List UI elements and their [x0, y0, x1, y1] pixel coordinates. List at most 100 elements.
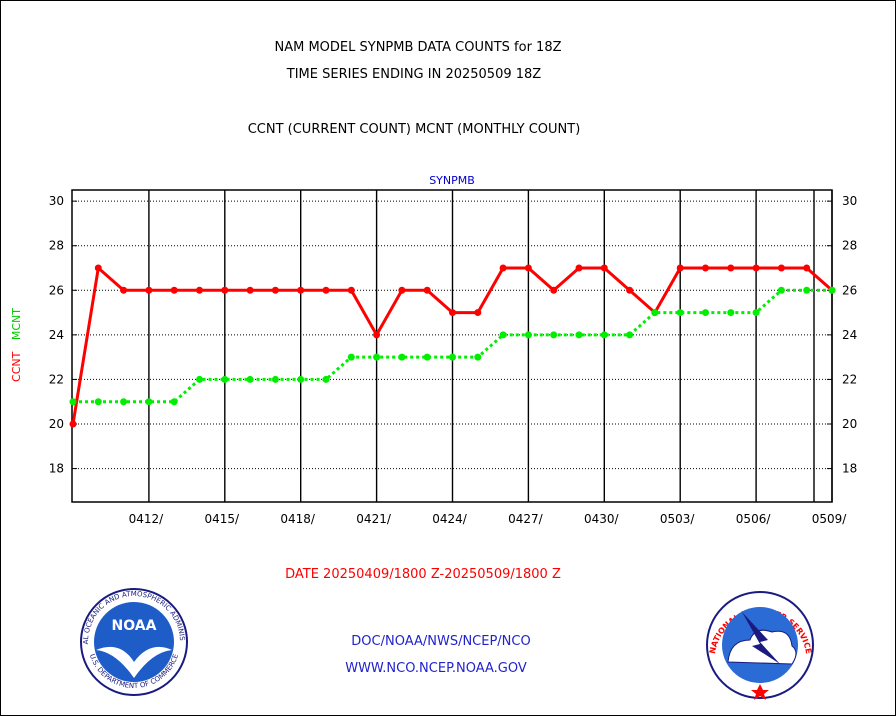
ytick-label-right-20: 20 [842, 417, 857, 431]
point-ccnt-0508 [803, 264, 811, 272]
series-mcnt [69, 286, 836, 406]
point-ccnt-0421 [373, 331, 381, 339]
ytick-label-right-28: 28 [842, 239, 857, 253]
point-mcnt-0418 [297, 375, 305, 383]
xtick-label-0427: 0427/ [508, 512, 544, 526]
point-mcnt-0413 [170, 398, 178, 406]
chart-title-line1: NAM MODEL SYNPMB DATA COUNTS for 18Z [275, 40, 562, 55]
point-mcnt-0424 [449, 353, 456, 361]
ytick-label-left-24: 24 [49, 328, 64, 342]
point-ccnt-0419 [322, 286, 330, 294]
point-mcnt-0419 [322, 375, 330, 383]
ytick-label-right-26: 26 [842, 283, 857, 297]
point-ccnt-0425 [474, 309, 482, 317]
point-ccnt-0420 [347, 286, 355, 294]
xtick-label-0421: 0421/ [356, 512, 392, 526]
point-ccnt-0427 [524, 264, 532, 272]
website-label: WWW.NCO.NCEP.NOAA.GOV [345, 661, 527, 676]
point-ccnt-0418 [297, 286, 305, 294]
point-ccnt-0411 [120, 286, 128, 294]
point-mcnt-0416 [246, 375, 254, 383]
series-layer [69, 264, 836, 428]
point-mcnt-0505 [727, 309, 735, 317]
point-mcnt-0506 [752, 309, 760, 317]
point-mcnt-0509 [828, 286, 836, 294]
point-mcnt-0410 [94, 398, 102, 406]
xtick-label-0412: 0412/ [129, 512, 165, 526]
noaa-logo-text: NOAA [112, 618, 157, 634]
chart-subtitle: CCNT (CURRENT COUNT) MCNT (MONTHLY COUNT… [248, 122, 581, 137]
nws-lightning-icon [742, 612, 780, 664]
point-mcnt-0503 [676, 309, 684, 317]
point-mcnt-0502 [651, 309, 659, 317]
point-mcnt-0420 [347, 353, 355, 361]
plot-border [71, 189, 833, 503]
point-mcnt-0409 [69, 398, 77, 406]
ylabel-mcnt: MCNT [10, 308, 23, 340]
xtick-label-0506: 0506/ [736, 512, 772, 526]
point-ccnt-0410 [94, 264, 102, 272]
point-ccnt-0412 [145, 286, 153, 294]
point-ccnt-0505 [727, 264, 735, 272]
xtick-label-0418: 0418/ [280, 512, 316, 526]
point-ccnt-0429 [575, 264, 583, 272]
point-mcnt-0417 [271, 375, 279, 383]
point-mcnt-0430 [600, 331, 608, 339]
ytick-label-left-22: 22 [49, 372, 64, 386]
point-mcnt-0411 [120, 398, 128, 406]
point-ccnt-0501 [626, 286, 634, 294]
ytick-label-left-20: 20 [49, 417, 64, 431]
point-mcnt-0412 [145, 398, 153, 406]
point-mcnt-0428 [550, 331, 558, 339]
date-range-label: DATE 20250409/1800 Z-20250509/1800 Z [285, 567, 561, 582]
point-mcnt-0423 [423, 353, 431, 361]
nws-logo: NATIONAL WEATHER SERVICE [706, 591, 814, 700]
point-mcnt-0504 [702, 309, 709, 317]
ytick-label-left-18: 18 [49, 462, 64, 476]
point-ccnt-0430 [600, 264, 608, 272]
noaa-logo: NATIONAL OCEANIC AND ATMOSPHERIC ADMINIS… [0, 0, 188, 696]
point-mcnt-0415 [221, 375, 229, 383]
point-mcnt-0501 [626, 331, 634, 339]
point-ccnt-0426 [499, 264, 507, 272]
point-ccnt-0416 [246, 286, 254, 294]
grid-layer [72, 190, 833, 502]
plot-title: SYNPMB [429, 174, 475, 187]
point-mcnt-0422 [398, 353, 406, 361]
ytick-label-left-30: 30 [49, 194, 64, 208]
noaa-ring-top-text: NATIONAL OCEANIC AND ATMOSPHERIC ADMINIS… [0, 0, 186, 644]
point-mcnt-0414 [196, 375, 203, 383]
point-mcnt-0508 [803, 286, 811, 294]
point-mcnt-0426 [499, 331, 507, 339]
xtick-label-0503: 0503/ [660, 512, 696, 526]
ytick-label-right-24: 24 [842, 328, 857, 342]
point-ccnt-0504 [702, 264, 709, 272]
xtick-label-0430: 0430/ [584, 512, 620, 526]
point-ccnt-0423 [423, 286, 431, 294]
nws-star-icon [751, 684, 769, 700]
point-ccnt-0409 [69, 420, 77, 428]
point-ccnt-0506 [752, 264, 760, 272]
chart-title-line2: TIME SERIES ENDING IN 20250509 18Z [286, 67, 542, 82]
org-path-label: DOC/NOAA/NWS/NCEP/NCO [351, 634, 530, 649]
xtick-label-0415: 0415/ [205, 512, 241, 526]
svg-text:CCNT MCNT: CCNT MCNT [10, 308, 23, 382]
point-ccnt-0415 [221, 286, 229, 294]
axis-layer: 18 18 20 20 22 22 24 24 26 26 28 28 30 30 0412/0415/04… [49, 189, 857, 526]
point-ccnt-0413 [170, 286, 178, 294]
ytick-label-right-30: 30 [842, 194, 857, 208]
ylabel-ccnt: CCNT [10, 351, 23, 382]
ytick-label-left-28: 28 [49, 239, 64, 253]
noaa-gull-icon [96, 646, 172, 678]
xtick-label-0509: 0509/ [812, 512, 848, 526]
point-ccnt-0507 [777, 264, 785, 272]
noaa-disc [94, 602, 174, 682]
point-mcnt-0427 [524, 331, 532, 339]
point-mcnt-0421 [373, 353, 381, 361]
point-mcnt-0507 [777, 286, 785, 294]
series-ccnt [69, 264, 836, 428]
point-mcnt-0429 [575, 331, 583, 339]
point-ccnt-0417 [271, 286, 279, 294]
point-ccnt-0503 [676, 264, 684, 272]
